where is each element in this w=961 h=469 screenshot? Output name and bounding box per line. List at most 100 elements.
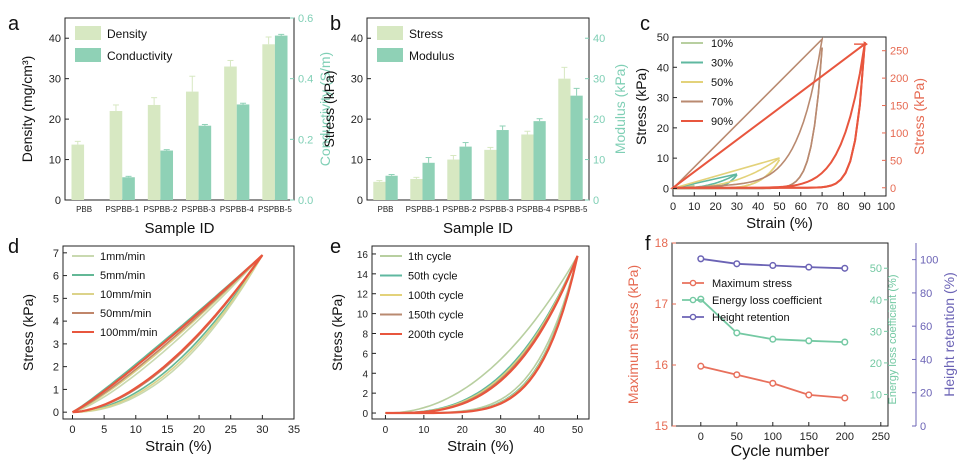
bar-a-conductivity — [198, 125, 212, 200]
axis-a-y2tick-label: 0.2 — [298, 134, 313, 146]
axis-f-xtick-label: 200 — [836, 431, 854, 443]
panel-a: a PBB PSPBB-1 PSPBB-2 PSPBB-3 PSPBB-4 PSPBB-5 0… — [8, 13, 333, 237]
category-label-b: PSPBB-5 — [554, 205, 588, 214]
y2tick-label-f: 30 — [870, 326, 882, 338]
y3tick-label-f: 0 — [920, 421, 926, 433]
axis-d-xtick-label: 5 — [101, 424, 107, 436]
category-label-b: PSPBB-4 — [517, 205, 551, 214]
legend-label-b: Modulus — [409, 49, 454, 63]
x-axis-title-b: Sample ID — [443, 220, 513, 237]
axis-e-xtick-label: 20 — [457, 425, 469, 436]
axis-a-y2tick-label: 0.6 — [298, 13, 313, 25]
axis-e-ytick-label: 6 — [362, 349, 368, 360]
axis-b-ytick-label: 0 — [357, 195, 363, 207]
axis-c-ytick-label: 10 — [657, 153, 669, 165]
legend-label-e: 200th cycle — [408, 329, 464, 341]
axis-d-ytick-label: 1 — [53, 384, 59, 396]
legend-marker-f — [689, 296, 697, 304]
axis-d-xtick-label: 20 — [193, 424, 205, 436]
y2tick-label-f: 10 — [870, 389, 882, 401]
axis-c-xtick-label: 0 — [670, 201, 676, 213]
legend-swatch-a — [75, 26, 101, 40]
legend-label-d: 5mm/min — [100, 270, 145, 282]
panel-b: b PBB PSPBB-1 PSPBB-2 PSPBB-3 PSPBB-4 PSPBB-5 0… — [321, 13, 628, 237]
x-axis-title-e: Strain (%) — [447, 438, 514, 455]
legend-label-c: 10% — [711, 38, 733, 50]
y2-axis-title-f: Energy loss coefficient (%) — [887, 274, 899, 404]
y2-axis-title-b: Modulus (kPa) — [612, 64, 628, 154]
data-point-f-0 — [697, 362, 705, 370]
axis-b-ytick-label: 10 — [351, 155, 363, 167]
legend-swatch-b — [377, 48, 403, 62]
curve-d-4 — [71, 254, 264, 414]
axis-d-ytick-label: 7 — [53, 248, 59, 260]
y-axis-title-a: Density (mg/cm³) — [19, 56, 35, 163]
legend-label-a: Density — [107, 27, 147, 41]
axis-e-ytick-label: 0 — [362, 409, 368, 420]
legend-label-d: 10mm/min — [100, 289, 151, 301]
y2-axis-title-a: Conductivity (S/m) — [317, 52, 333, 166]
y2tick-label-f: 50 — [870, 263, 882, 275]
axis-c-y2tick-label: 200 — [890, 73, 908, 85]
legend-label-c: 50% — [711, 77, 733, 89]
axis-e-xtick-label: 30 — [495, 425, 507, 436]
category-label-a: PSPBB-1 — [105, 205, 139, 214]
axis-f-xtick-label: 250 — [872, 431, 890, 443]
axis-f-xtick-label: 100 — [764, 431, 782, 443]
panel-label-d: d — [8, 236, 19, 258]
axis-e-ytick-label: 8 — [362, 329, 368, 340]
y3-axis-title-f: Height retention (%) — [941, 272, 957, 397]
bar-a-density — [147, 104, 161, 200]
bar-b-modulus — [496, 130, 509, 200]
plot-f-frame — [671, 242, 889, 427]
data-point-f-0 — [805, 391, 813, 399]
axis-d-ytick-label: 3 — [53, 339, 59, 351]
axis-f-xtick-label: 150 — [800, 431, 818, 443]
peak-arrow-head-c — [863, 41, 868, 48]
x-axis-title-d: Strain (%) — [145, 438, 212, 455]
axis-c-y2tick-label: 0 — [890, 183, 896, 195]
category-label-a: PSPBB-5 — [258, 205, 292, 214]
axis-e-ytick-label: 14 — [357, 270, 369, 281]
legend-swatch-b — [377, 26, 403, 40]
bar-a-density — [262, 44, 275, 201]
axis-c-ytick-label: 30 — [657, 93, 669, 105]
axis-d-ytick-label: 6 — [53, 271, 59, 283]
data-point-f-1 — [769, 335, 777, 343]
legend-label-e: 100th cycle — [408, 290, 464, 302]
bar-a-density — [224, 66, 237, 201]
legend-label-e: 150th cycle — [408, 310, 464, 322]
y-axis-title-b: Stress (kPa) — [321, 70, 337, 147]
category-label-b: PSPBB-1 — [406, 205, 440, 214]
panel-d: d 1mm/min 5mm/min 10mm/min 50mm/min 100mm/min… — [8, 236, 300, 455]
bar-a-conductivity — [122, 177, 135, 200]
axis-a-y2tick-label: 0.4 — [298, 74, 313, 86]
bar-a-conductivity — [236, 104, 250, 200]
axis-a-ytick-label: 0 — [55, 195, 61, 207]
y2-axis-title-c: Stress (kPa) — [911, 78, 927, 155]
axis-b-y2tick-label: 10 — [593, 155, 605, 167]
bar-a-density — [185, 91, 199, 200]
bar-b-stress — [447, 159, 460, 200]
plot-e-frame — [371, 245, 590, 420]
category-label-a: PBB — [76, 205, 92, 214]
axis-a-ytick-label: 30 — [49, 74, 61, 86]
category-label-b: PSPBB-3 — [480, 205, 514, 214]
bar-b-stress — [558, 78, 571, 200]
y2tick-label-f: 20 — [870, 358, 882, 370]
bar-b-stress — [410, 178, 423, 200]
plot-b-frame — [366, 17, 590, 201]
curve-c-90% — [669, 41, 867, 189]
category-label-a: PSPBB-2 — [144, 205, 178, 214]
data-point-f-1 — [841, 338, 849, 346]
axis-f-xtick-label: 0 — [698, 431, 704, 443]
legend-label-b: Stress — [409, 27, 443, 41]
axis-c-y2tick-label: 150 — [890, 101, 908, 113]
y-axis-title-c: Stress (kPa) — [633, 68, 649, 145]
legend-label-f: Height retention — [712, 312, 790, 324]
bar-b-modulus — [459, 146, 472, 200]
legend-marker-f — [689, 279, 697, 287]
axis-b-y2tick-label: 30 — [593, 74, 605, 86]
axis-c-xtick-label: 90 — [859, 201, 871, 213]
